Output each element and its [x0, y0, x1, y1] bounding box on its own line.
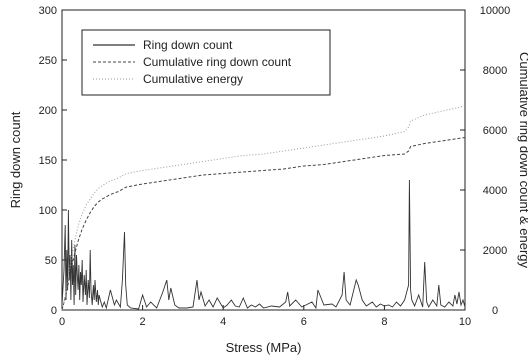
y2-axis-label: Cumulative ring down count & energy	[517, 52, 528, 269]
y2-tick-label: 10000	[480, 5, 511, 17]
x-tick-label: 4	[220, 316, 226, 328]
y2-tick-label: 6000	[483, 125, 507, 137]
y-axis-ticks: 0 50 100 150 200 250 300	[39, 5, 67, 317]
legend-label-cumulative-energy: Cumulative energy	[143, 72, 243, 86]
y2-tick-label: 4000	[483, 185, 507, 197]
y2-tick-label: 2000	[483, 245, 507, 257]
legend: Ring down count Cumulative ring down cou…	[81, 29, 331, 96]
x-tick-label: 0	[59, 316, 65, 328]
y-tick-label: 150	[39, 155, 57, 167]
legend-label-cumulative-ring-down-count: Cumulative ring down count	[143, 55, 292, 69]
y-axis-label: Ring down count	[8, 111, 23, 208]
y-tick-label: 250	[39, 55, 57, 67]
x-axis-ticks: 0 2 4 6 8 10	[59, 305, 471, 328]
y2-tick-label: 8000	[483, 65, 507, 77]
series-line-cumulative-energy	[61, 105, 466, 311]
y-tick-label: 200	[39, 105, 57, 117]
x-tick-label: 8	[381, 316, 387, 328]
x-axis-label: Stress (MPa)	[226, 340, 302, 355]
series-layer	[61, 105, 466, 311]
y-tick-label: 300	[39, 5, 57, 17]
series-line-cumulative-ring-down-count	[61, 137, 466, 311]
x-tick-label: 10	[459, 316, 471, 328]
y-tick-label: 0	[51, 305, 57, 317]
y-tick-label: 100	[39, 205, 57, 217]
x-tick-label: 6	[301, 316, 307, 328]
legend-label-ring-down-count: Ring down count	[143, 38, 233, 52]
y2-tick-label: 0	[492, 305, 498, 317]
y-tick-label: 50	[45, 255, 57, 267]
x-tick-label: 2	[140, 316, 146, 328]
series-line-ring-down-count	[61, 179, 466, 310]
y2-axis-ticks: 0 2000 4000 6000 8000 10000	[460, 5, 510, 317]
